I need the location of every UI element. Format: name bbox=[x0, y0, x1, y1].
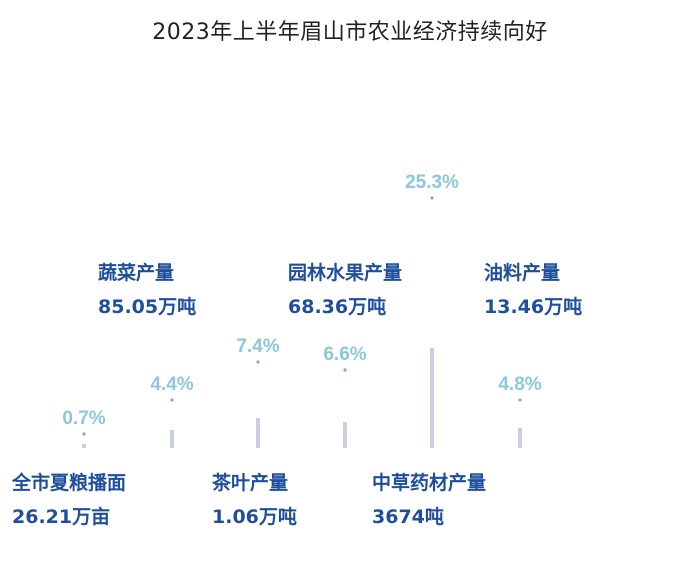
label-name-herb: 中草药材产量 bbox=[372, 472, 487, 494]
marker-dot-1 bbox=[170, 398, 174, 402]
value-label-0: 0.7% bbox=[62, 408, 105, 429]
bar-5 bbox=[518, 428, 522, 448]
bar-3 bbox=[343, 422, 347, 448]
label-value-tea: 1.06万吨 bbox=[212, 506, 297, 528]
label-name-tea: 茶叶产量 bbox=[212, 472, 289, 494]
value-label-2: 7.4% bbox=[236, 336, 279, 357]
marker-dot-2 bbox=[256, 360, 260, 364]
label-name-grain: 全市夏粮播面 bbox=[12, 472, 127, 494]
label-value-fruit: 68.36万吨 bbox=[288, 296, 387, 318]
label-value-herb: 3674吨 bbox=[372, 506, 444, 528]
marker-dot-0 bbox=[82, 432, 86, 436]
value-label-5: 4.8% bbox=[498, 374, 541, 395]
marker-dot-3 bbox=[343, 368, 347, 372]
label-name-fruit: 园林水果产量 bbox=[288, 262, 403, 284]
label-value-oil: 13.46万吨 bbox=[484, 296, 583, 318]
label-value-vegetable: 85.05万吨 bbox=[98, 296, 197, 318]
value-label-3: 6.6% bbox=[323, 344, 366, 365]
bar-0 bbox=[82, 444, 86, 448]
bar-2 bbox=[256, 418, 260, 448]
label-name-oil: 油料产量 bbox=[484, 262, 561, 284]
marker-dot-5 bbox=[518, 398, 522, 402]
label-name-vegetable: 蔬菜产量 bbox=[98, 262, 175, 284]
marker-dot-4 bbox=[430, 196, 434, 200]
bar-4 bbox=[430, 348, 434, 448]
value-label-1: 4.4% bbox=[150, 374, 193, 395]
value-label-4: 25.3% bbox=[405, 172, 459, 193]
label-value-grain: 26.21万亩 bbox=[12, 506, 111, 528]
chart-title: 2023年上半年眉山市农业经济持续向好 bbox=[152, 20, 548, 45]
bar-1 bbox=[170, 430, 174, 448]
